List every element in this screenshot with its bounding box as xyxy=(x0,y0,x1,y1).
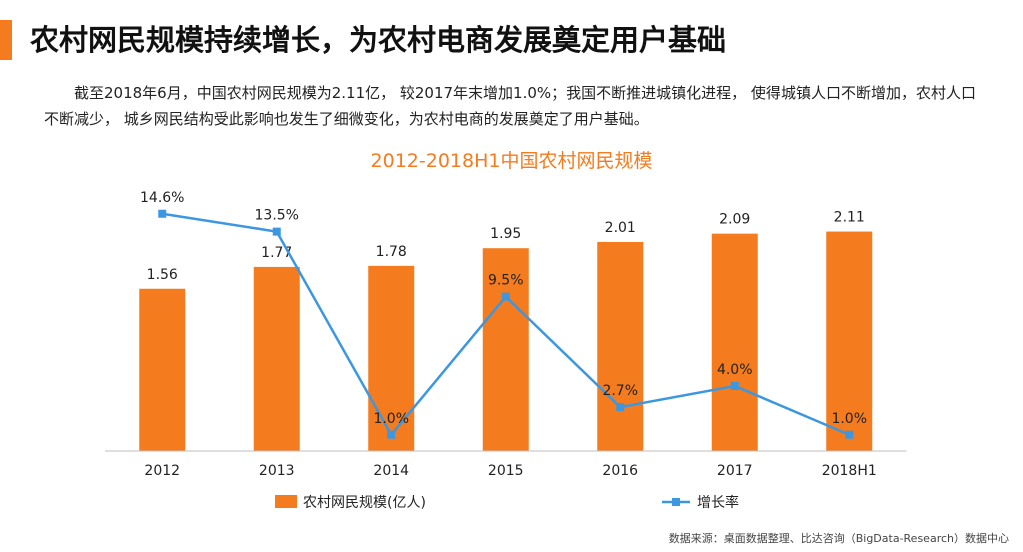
page-title: 农村网民规模持续增长，为农村电商发展奠定用户基础 xyxy=(30,23,727,57)
growth-rate-point xyxy=(387,430,396,439)
bar-value-label: 1.56 xyxy=(147,267,178,283)
bar-value-label: 2.11 xyxy=(834,210,865,226)
bar xyxy=(597,241,644,451)
x-tick-label: 2014 xyxy=(373,463,409,479)
bar xyxy=(368,265,415,451)
title-accent-block xyxy=(0,20,12,60)
growth-rate-point xyxy=(501,292,510,301)
x-tick-label: 2018H1 xyxy=(822,463,877,479)
x-tick-label: 2015 xyxy=(488,463,524,479)
x-tick-label: 2016 xyxy=(602,463,638,479)
bar xyxy=(253,266,300,451)
growth-rate-point xyxy=(616,403,625,412)
growth-rate-label: 4.0% xyxy=(717,362,753,378)
bar-value-label: 2.01 xyxy=(605,220,636,236)
x-tick-label: 2012 xyxy=(144,463,180,479)
source-note: 数据来源：桌面数据整理、比达咨询（BigData-Research）数据中心 xyxy=(668,532,1009,545)
growth-rate-label: 2.7% xyxy=(602,383,638,399)
bar-value-label: 2.09 xyxy=(719,212,750,228)
bar xyxy=(139,288,186,451)
x-tick-label: 2017 xyxy=(717,463,753,479)
growth-rate-point xyxy=(272,227,281,236)
legend-line-marker xyxy=(672,498,680,506)
growth-rate-point xyxy=(730,382,739,390)
bar xyxy=(482,248,529,451)
growth-rate-label: 1.0% xyxy=(373,411,409,427)
growth-rate-label: 9.5% xyxy=(488,273,524,289)
legend-line-label: 增长率 xyxy=(697,494,739,511)
legend-bar-swatch xyxy=(275,495,297,508)
growth-rate-label: 13.5% xyxy=(255,208,299,224)
chart-title: 2012-2018H1中国农村网民规模 xyxy=(370,150,653,172)
growth-rate-point xyxy=(158,209,167,218)
intro-paragraph: 截至2018年6月，中国农村网民规模为2.11亿， 较2017年末增加1.0%；… xyxy=(44,84,976,128)
growth-rate-label: 14.6% xyxy=(140,190,184,206)
bar-value-label: 1.78 xyxy=(376,244,407,260)
bar-value-label: 1.77 xyxy=(261,245,292,261)
growth-rate-point xyxy=(845,430,854,439)
bar xyxy=(826,231,873,451)
legend-bar-label: 农村网民规模(亿人) xyxy=(303,495,426,511)
x-tick-label: 2013 xyxy=(259,463,295,479)
growth-rate-label: 1.0% xyxy=(831,411,867,427)
bar-value-label: 1.95 xyxy=(490,226,521,242)
bar xyxy=(711,233,758,451)
